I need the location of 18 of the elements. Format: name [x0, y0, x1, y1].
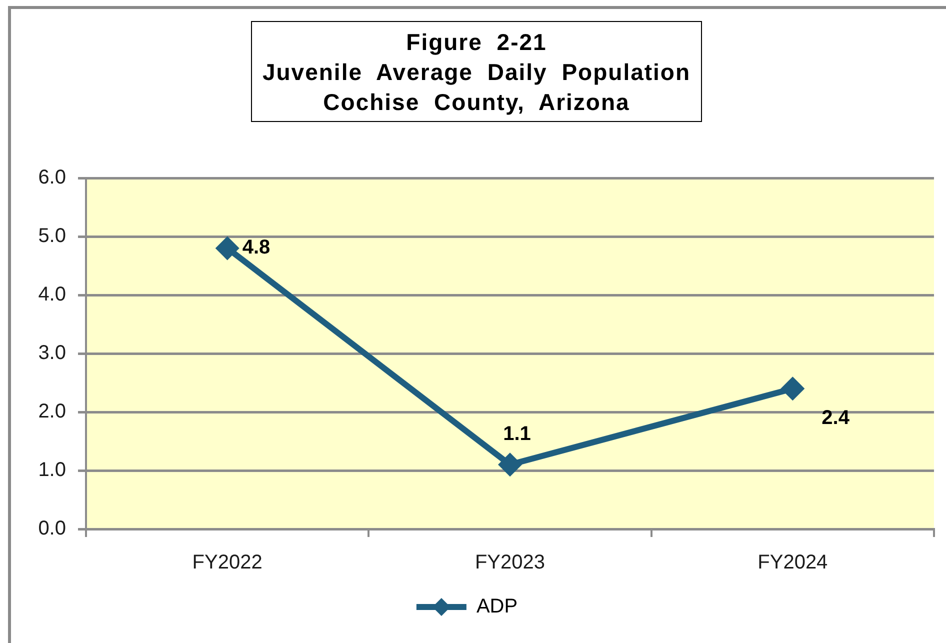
y-tick-label: 0.0 [38, 518, 66, 540]
y-tick-label: 4.0 [38, 284, 66, 306]
x-tick-label: FY2023 [474, 552, 546, 574]
x-tick-label: FY2022 [192, 552, 262, 574]
point [498, 452, 522, 477]
data-label: 4.8 [242, 236, 270, 259]
point [780, 376, 805, 401]
y-tick-label: 2.0 [38, 400, 66, 423]
y-tick-label: 5.0 [38, 225, 66, 248]
y-tick-label: 3.0 [38, 342, 66, 364]
y-tick-label: 1.0 [38, 459, 66, 482]
legend-label: ADP [476, 596, 518, 618]
point [215, 236, 240, 260]
x-tick-label: FY2024 [758, 552, 828, 574]
y-tick-label: 6.0 [38, 166, 66, 189]
data-label: 2.4 [822, 407, 850, 430]
data-label: 1.1 [503, 423, 531, 446]
chart-title: Figure 2-21 Juvenile Average Daily Population Cochise County, Arizona [251, 21, 702, 122]
